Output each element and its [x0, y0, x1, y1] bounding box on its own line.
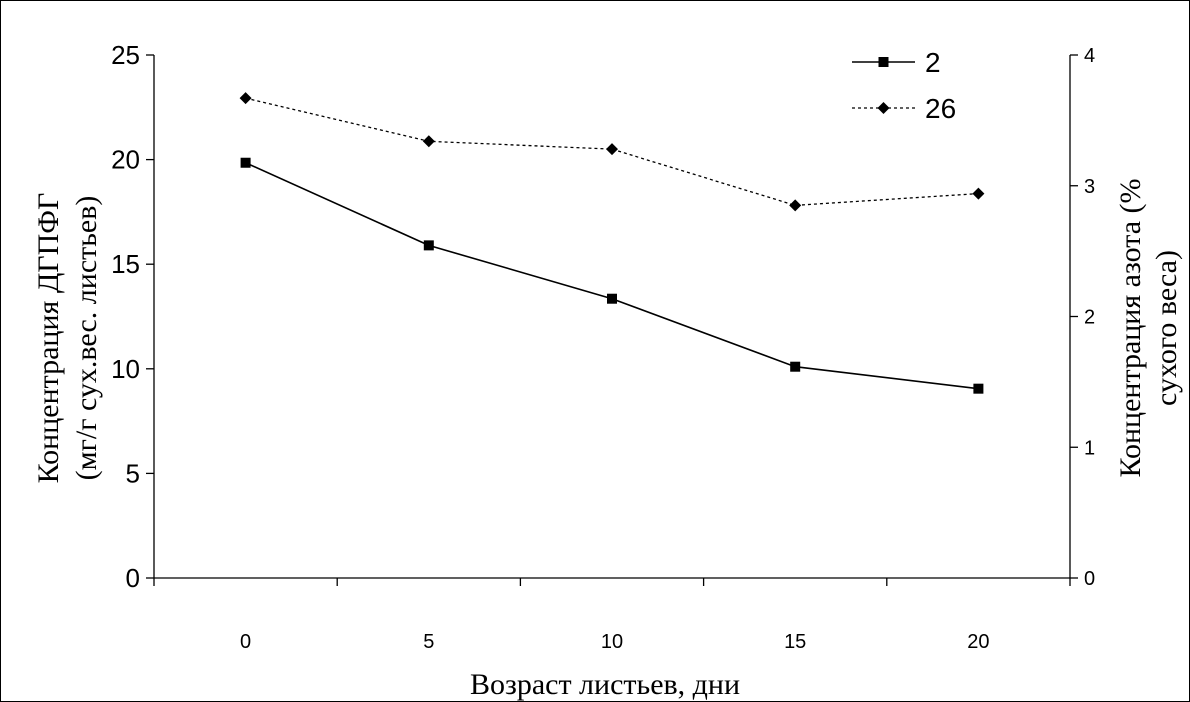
axes: 0 5 10 15 20 25 0 1 2 3 4 0 5 10 15 20: [111, 40, 1095, 653]
point-marker-2: [973, 383, 984, 394]
x-tick-label: 0: [240, 631, 251, 653]
point-marker-2: [607, 293, 617, 304]
right-tick-label: 1: [1084, 437, 1095, 459]
series-layer: [239, 92, 985, 394]
point-marker-26: [239, 92, 252, 105]
point-marker-26: [606, 143, 618, 156]
point-marker-2: [790, 361, 801, 372]
left-tick-label: 20: [111, 145, 140, 175]
series-line-26: [245, 97, 979, 207]
left-axis-title-line1: Концентрация ДГПФГ: [32, 193, 65, 484]
legend-marker-26: [877, 102, 890, 114]
x-tick-label: 15: [784, 631, 806, 653]
point-marker-26: [972, 187, 985, 200]
x-tick-label: 5: [423, 631, 434, 653]
left-tick-label: 25: [111, 40, 140, 70]
left-tick-label: 5: [126, 458, 140, 488]
right-tick-label: 2: [1084, 307, 1095, 329]
left-tick-label: 10: [111, 354, 140, 384]
right-tick-label: 0: [1084, 568, 1095, 590]
series-line-2: [245, 162, 979, 390]
legend-marker-2: [878, 57, 889, 67]
point-marker-26: [789, 199, 802, 212]
legend: 226: [852, 47, 956, 124]
right-tick-label: 4: [1084, 45, 1095, 67]
x-tick-label: 10: [601, 631, 623, 653]
left-tick-label: 15: [111, 249, 140, 279]
right-axis-title-line2: сухого веса): [1150, 250, 1183, 406]
point-marker-26: [422, 135, 435, 148]
legend-label-2: 2: [925, 47, 941, 78]
right-axis-title-line1: Концентрация азота (%: [1114, 178, 1147, 477]
left-tick-label: 0: [126, 563, 140, 593]
point-marker-2: [240, 157, 251, 168]
x-axis-title: Возраст листьев, дни: [470, 668, 740, 701]
point-marker-2: [423, 240, 434, 251]
left-axis-title-line2: (мг/г сух.вес. листьев): [70, 196, 103, 481]
right-tick-label: 3: [1084, 176, 1095, 198]
x-tick-label: 20: [967, 631, 989, 653]
legend-label-26: 26: [925, 93, 956, 124]
